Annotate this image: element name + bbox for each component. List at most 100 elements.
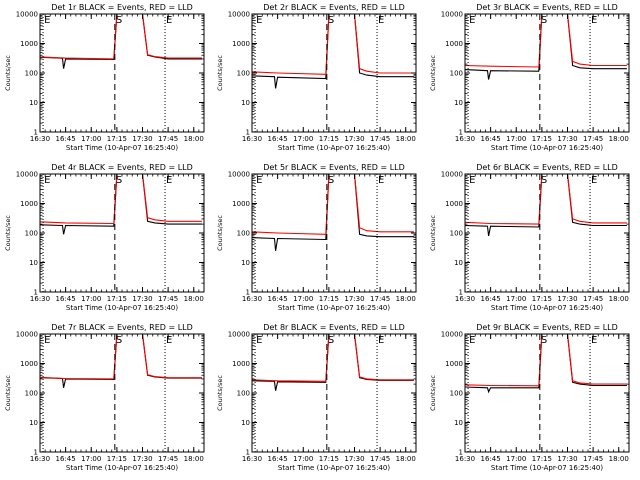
x-tick-label: 17:00 [506, 455, 526, 463]
x-tick-label: 17:00 [81, 455, 101, 463]
marker-label-s: S [541, 15, 547, 26]
y-tick-label: 10 [29, 99, 38, 107]
x-tick-label: 17:00 [81, 295, 101, 303]
x-tick-label: 17:15 [107, 135, 127, 143]
x-tick-label: 17:00 [81, 135, 101, 143]
x-tick-label: 17:15 [532, 455, 552, 463]
y-tick-label: 100 [25, 230, 38, 238]
marker-label-s: S [328, 175, 334, 186]
y-axis-label: Counts/sec [4, 55, 12, 91]
x-tick-label: 17:30 [557, 455, 577, 463]
x-axis-label: Start Time (10-Apr-07 16:25:40) [66, 464, 178, 472]
x-tick-label: 17:30 [344, 295, 364, 303]
x-tick-label: 16:45 [56, 295, 76, 303]
events-series-line [465, 174, 627, 237]
x-tick-label: 16:30 [455, 295, 475, 303]
x-tick-label: 17:15 [107, 295, 127, 303]
y-axis-label: Counts/sec [429, 215, 437, 251]
marker-label-e: E [44, 15, 50, 26]
y-tick-label: 10 [241, 259, 250, 267]
y-axis-label: Counts/sec [216, 215, 224, 251]
y-tick-label: 10 [454, 259, 463, 267]
y-tick-label: 1 [459, 129, 463, 137]
x-tick-label: 17:30 [132, 295, 152, 303]
plot-frame [39, 173, 205, 293]
x-tick-label: 18:00 [184, 455, 204, 463]
x-tick-label: 17:45 [158, 295, 178, 303]
x-tick-label: 16:45 [481, 295, 501, 303]
y-tick-label: 10 [454, 419, 463, 427]
y-tick-label: 1000 [445, 40, 463, 48]
panel-title: Det 8r BLACK = Events, RED = LLD [263, 323, 405, 332]
y-tick-label: 10 [29, 259, 38, 267]
x-tick-label: 17:30 [132, 455, 152, 463]
y-tick-label: 1000 [445, 200, 463, 208]
x-tick-label: 17:15 [532, 135, 552, 143]
marker-label-e: E [166, 15, 172, 26]
marker-label-e: E [378, 175, 384, 186]
lld-series-line [465, 174, 627, 225]
x-axis-label: Start Time (10-Apr-07 16:25:40) [66, 304, 178, 312]
x-tick-label: 17:15 [532, 295, 552, 303]
y-tick-label: 100 [25, 70, 38, 78]
x-tick-label: 17:45 [370, 455, 390, 463]
x-tick-label: 16:30 [455, 455, 475, 463]
panel-title: Det 2r BLACK = Events, RED = LLD [263, 3, 405, 12]
x-axis-label: Start Time (10-Apr-07 16:25:40) [66, 144, 178, 152]
panel-title: Det 3r BLACK = Events, RED = LLD [476, 3, 618, 12]
y-tick-label: 1 [246, 289, 250, 297]
x-tick-label: 17:45 [370, 295, 390, 303]
marker-label-e: E [44, 335, 50, 346]
y-tick-label: 10000 [228, 11, 250, 19]
y-tick-label: 1000 [232, 360, 250, 368]
x-tick-label: 17:15 [319, 455, 339, 463]
marker-label-e: E [166, 175, 172, 186]
x-tick-label: 18:00 [609, 135, 629, 143]
y-axis-label: Counts/sec [216, 55, 224, 91]
marker-label-s: S [116, 335, 122, 346]
marker-label-s: S [116, 15, 122, 26]
lld-series-line [465, 334, 627, 387]
lld-series-line [252, 174, 414, 235]
y-tick-label: 10000 [16, 331, 38, 339]
y-tick-label: 100 [237, 70, 250, 78]
y-tick-label: 1000 [20, 200, 38, 208]
lld-series-line [465, 14, 627, 68]
y-tick-label: 100 [237, 230, 250, 238]
x-tick-label: 17:30 [344, 135, 364, 143]
marker-label-e: E [256, 15, 262, 26]
x-axis-label: Start Time (10-Apr-07 16:25:40) [278, 304, 390, 312]
marker-label-e: E [44, 175, 50, 186]
marker-label-s: S [328, 335, 334, 346]
y-tick-label: 1 [34, 129, 38, 137]
y-axis-label: Counts/sec [216, 375, 224, 411]
y-tick-label: 1 [459, 289, 463, 297]
marker-label-e: E [256, 335, 262, 346]
panel-title: Det 5r BLACK = Events, RED = LLD [263, 163, 405, 172]
panel-title: Det 4r BLACK = Events, RED = LLD [51, 163, 193, 172]
x-tick-label: 17:15 [319, 295, 339, 303]
x-tick-label: 17:45 [158, 455, 178, 463]
x-tick-label: 16:30 [242, 455, 262, 463]
y-tick-label: 10 [29, 419, 38, 427]
y-tick-label: 100 [237, 390, 250, 398]
marker-label-e: E [591, 15, 597, 26]
y-tick-label: 1 [459, 449, 463, 457]
x-tick-label: 16:45 [268, 135, 288, 143]
x-tick-label: 16:30 [455, 135, 475, 143]
y-tick-label: 1 [246, 449, 250, 457]
y-tick-label: 10 [241, 419, 250, 427]
x-axis-label: Start Time (10-Apr-07 16:25:40) [278, 464, 390, 472]
x-tick-label: 16:30 [30, 455, 50, 463]
y-tick-label: 100 [450, 70, 463, 78]
marker-label-s: S [116, 175, 122, 186]
events-series-line [465, 334, 627, 394]
y-tick-label: 10 [241, 99, 250, 107]
y-axis-label: Counts/sec [4, 375, 12, 411]
x-tick-label: 16:45 [481, 455, 501, 463]
